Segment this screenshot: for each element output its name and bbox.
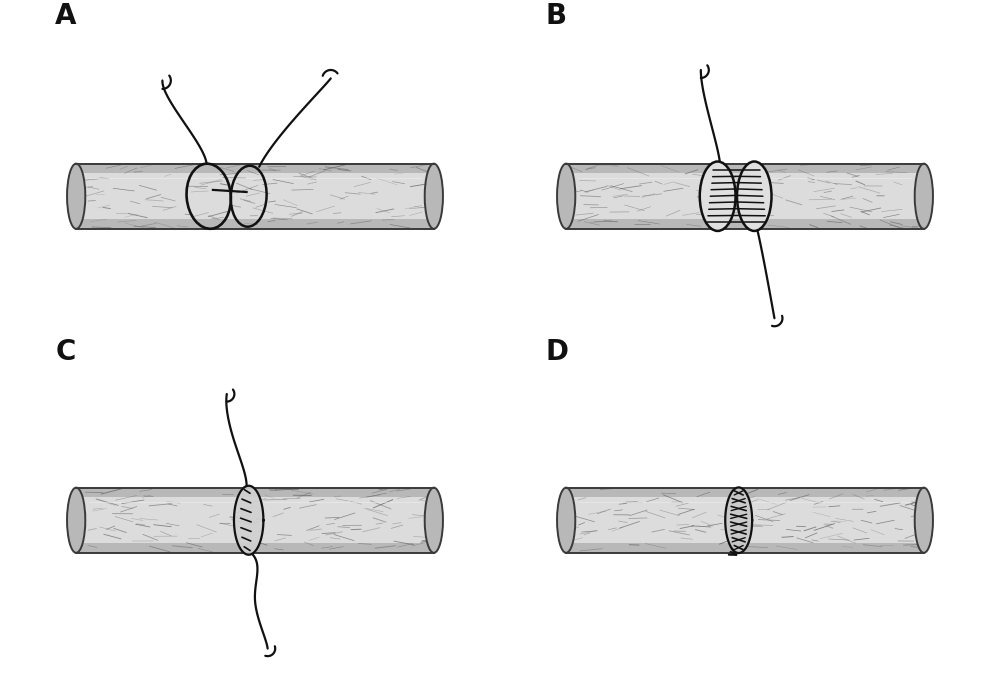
Bar <box>566 219 924 229</box>
Ellipse shape <box>425 164 443 229</box>
Text: D: D <box>545 338 568 366</box>
Bar <box>76 164 434 173</box>
Bar <box>566 543 924 553</box>
Bar <box>566 488 924 497</box>
Ellipse shape <box>425 488 443 553</box>
Ellipse shape <box>557 164 575 229</box>
Bar <box>76 488 434 497</box>
Bar <box>76 164 434 229</box>
Ellipse shape <box>700 161 736 231</box>
Bar <box>76 543 434 553</box>
Text: B: B <box>545 1 566 30</box>
Text: A: A <box>55 1 77 30</box>
Bar <box>566 164 924 173</box>
Polygon shape <box>234 486 263 554</box>
Bar <box>566 164 924 229</box>
Ellipse shape <box>557 488 575 553</box>
Bar <box>76 219 434 229</box>
Ellipse shape <box>67 488 85 553</box>
Ellipse shape <box>67 164 85 229</box>
Ellipse shape <box>915 164 933 229</box>
Polygon shape <box>725 487 752 553</box>
Bar <box>566 488 924 553</box>
Ellipse shape <box>737 161 772 231</box>
Ellipse shape <box>915 488 933 553</box>
Bar <box>76 488 434 553</box>
Text: C: C <box>55 338 76 366</box>
